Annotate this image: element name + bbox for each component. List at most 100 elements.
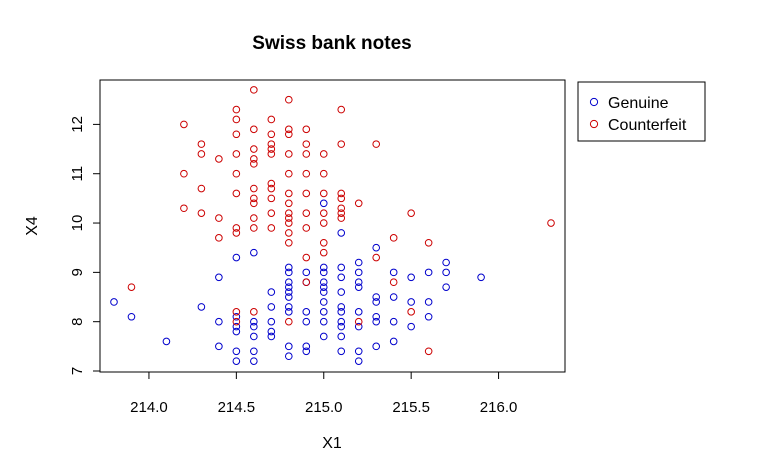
data-point-genuine <box>284 278 293 287</box>
data-point-counterfeit <box>267 209 276 217</box>
data-point-counterfeit <box>232 169 241 178</box>
data-point-counterfeit <box>284 209 293 217</box>
data-point-counterfeit <box>389 278 398 287</box>
data-point-genuine <box>284 293 293 301</box>
data-point-genuine <box>162 337 171 346</box>
data-point-genuine <box>302 317 311 326</box>
data-point-counterfeit <box>284 317 293 326</box>
data-point-genuine <box>250 357 258 365</box>
data-point-counterfeit <box>250 155 258 163</box>
data-point-genuine <box>215 317 223 326</box>
data-point-genuine <box>337 347 346 356</box>
data-point-genuine <box>372 312 381 321</box>
data-point-genuine <box>284 342 293 351</box>
data-point-genuine <box>267 288 276 296</box>
data-point-counterfeit <box>197 140 206 148</box>
x-tick-label: 214.5 <box>218 399 256 416</box>
data-point-genuine <box>372 298 381 306</box>
data-point-counterfeit <box>215 155 223 163</box>
data-point-counterfeit <box>319 189 328 198</box>
data-point-genuine <box>442 258 450 267</box>
data-point-genuine <box>232 327 241 336</box>
x-tick-label: 215.5 <box>392 399 430 416</box>
data-point-counterfeit <box>319 169 328 178</box>
legend-box <box>577 81 706 142</box>
data-point-counterfeit <box>250 86 258 94</box>
data-point-genuine <box>424 268 433 277</box>
data-point-counterfeit <box>267 115 276 124</box>
y-axis-label: X4 <box>24 216 41 236</box>
data-point-genuine <box>319 308 328 316</box>
data-point-counterfeit <box>302 150 311 158</box>
data-point-genuine <box>110 298 118 306</box>
data-point-counterfeit <box>284 229 293 237</box>
data-point-genuine <box>319 283 328 291</box>
y-tick-label: 11 <box>69 166 86 182</box>
data-point-counterfeit <box>284 189 293 198</box>
data-point-counterfeit <box>232 229 241 237</box>
data-point-counterfeit <box>232 189 241 198</box>
data-point-genuine <box>389 337 398 346</box>
data-point-counterfeit <box>267 150 276 158</box>
data-point-counterfeit <box>389 234 398 242</box>
data-point-counterfeit <box>232 224 241 232</box>
y-tick-label: 9 <box>69 268 86 276</box>
data-point-genuine <box>267 317 276 326</box>
data-point-counterfeit <box>197 209 206 217</box>
data-point-genuine <box>319 268 328 277</box>
data-point-counterfeit <box>267 179 276 188</box>
data-point-genuine <box>302 342 311 351</box>
data-point-counterfeit <box>197 184 206 193</box>
x-axis-label: X1 <box>322 435 342 452</box>
data-point-genuine <box>354 308 363 316</box>
data-point-counterfeit <box>250 125 258 134</box>
data-point-counterfeit <box>250 199 258 208</box>
data-point-counterfeit <box>424 238 433 247</box>
data-point-genuine <box>232 357 241 365</box>
data-point-genuine <box>232 322 241 331</box>
data-point-genuine <box>267 327 276 336</box>
data-point-counterfeit <box>302 140 311 148</box>
data-point-counterfeit <box>337 140 346 148</box>
data-point-genuine <box>250 248 258 257</box>
x-tick-label: 214.0 <box>130 399 168 416</box>
data-point-counterfeit <box>267 140 276 148</box>
data-point-counterfeit <box>232 105 241 114</box>
data-point-genuine <box>354 278 363 287</box>
data-point-counterfeit <box>232 317 241 326</box>
data-point-counterfeit <box>250 214 258 222</box>
data-point-counterfeit <box>372 253 381 262</box>
data-point-counterfeit <box>232 130 241 139</box>
data-point-counterfeit <box>232 150 241 158</box>
data-point-counterfeit <box>337 194 346 203</box>
data-point-counterfeit <box>319 238 328 247</box>
data-point-counterfeit <box>337 209 346 217</box>
data-point-genuine <box>232 312 241 321</box>
y-axis: 7 8 9 10 11 12 <box>69 116 101 375</box>
data-point-counterfeit <box>337 214 346 222</box>
data-point-genuine <box>250 322 258 331</box>
data-point-genuine <box>407 322 415 331</box>
data-point-genuine <box>284 263 293 272</box>
data-point-genuine <box>232 347 241 356</box>
data-point-counterfeit <box>250 160 258 168</box>
data-point-genuine <box>215 273 223 282</box>
data-point-genuine <box>215 342 223 351</box>
data-point-genuine <box>302 268 311 277</box>
y-tick-label: 8 <box>69 318 86 326</box>
data-point-genuine <box>337 332 346 341</box>
data-point-counterfeit <box>284 169 293 178</box>
legend: Genuine Counterfeit <box>577 81 706 142</box>
data-point-counterfeit <box>180 169 188 178</box>
data-point-genuine <box>250 347 258 356</box>
data-point-counterfeit <box>302 224 311 232</box>
data-point-counterfeit <box>337 204 346 213</box>
data-point-genuine <box>284 268 293 277</box>
data-point-counterfeit <box>337 105 346 114</box>
data-point-counterfeit <box>250 184 258 193</box>
data-point-genuine <box>354 258 363 267</box>
legend-label-counterfeit: Counterfeit <box>608 117 687 134</box>
y-tick-label: 7 <box>69 367 86 375</box>
data-point-genuine <box>424 298 433 306</box>
data-point-genuine <box>424 312 433 321</box>
